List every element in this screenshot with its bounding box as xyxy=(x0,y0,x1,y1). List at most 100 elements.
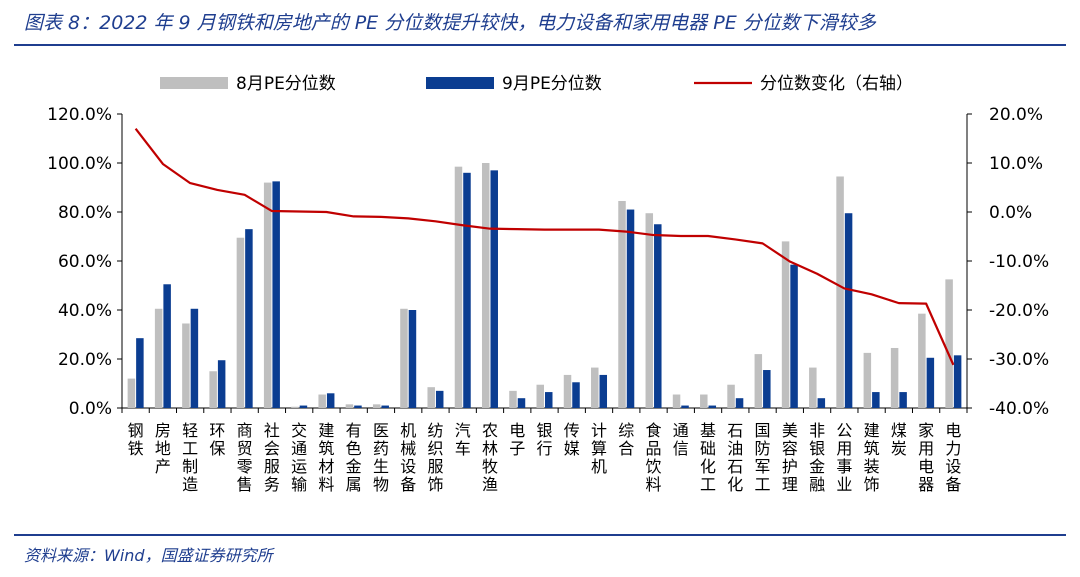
right-tick-label: 0.0% xyxy=(989,203,1032,223)
category-label: 通信 xyxy=(673,421,689,458)
bar-sep xyxy=(517,398,526,408)
bar-aug xyxy=(809,367,817,408)
chart-title: 图表 8：2022 年 9 月钢铁和房地产的 PE 分位数提升较快，电力设备和家… xyxy=(24,12,876,34)
bar-aug xyxy=(890,347,899,408)
right-tick-label: -40.0% xyxy=(989,399,1049,419)
category-label: 基础化工 xyxy=(700,421,716,494)
category-label: 医药生物 xyxy=(373,421,389,494)
category-label: 轻工制造 xyxy=(182,421,198,494)
bar-sep xyxy=(654,224,662,408)
right-tick-label: -30.0% xyxy=(989,350,1049,370)
bar-aug xyxy=(863,352,872,408)
left-tick-label: 40.0% xyxy=(58,301,112,321)
category-label: 汽车 xyxy=(455,421,471,458)
bar-aug xyxy=(536,384,544,408)
bar-aug xyxy=(781,241,790,408)
category-label: 农林牧渔 xyxy=(482,421,498,494)
left-tick-label: 0.0% xyxy=(69,399,112,419)
left-tick-label: 60.0% xyxy=(58,252,112,272)
legend-swatch-aug xyxy=(160,77,228,89)
right-tick-label: 20.0% xyxy=(989,105,1043,125)
footer-divider xyxy=(14,534,1066,536)
legend-swatch-sep xyxy=(426,77,494,89)
category-label: 银行 xyxy=(536,421,552,458)
bar-aug xyxy=(700,394,708,408)
bar-sep xyxy=(381,405,389,408)
bar-sep xyxy=(463,172,471,408)
bar-sep xyxy=(708,405,717,408)
bar-sep xyxy=(817,398,826,408)
category-label: 家用电器 xyxy=(918,421,934,494)
bar-aug xyxy=(400,308,408,408)
title-divider xyxy=(14,44,1066,46)
bar-sep xyxy=(408,310,417,408)
bar-aug xyxy=(945,279,953,408)
change-line xyxy=(134,128,955,366)
category-label: 建筑装饰 xyxy=(864,421,880,494)
bar-aug xyxy=(481,163,490,408)
category-label: 煤炭 xyxy=(891,421,907,458)
bar-aug xyxy=(754,354,763,408)
category-label: 国防军工 xyxy=(755,421,771,494)
bar-sep xyxy=(599,374,608,408)
bar-sep xyxy=(326,393,335,408)
bar-aug xyxy=(236,237,245,408)
bar-sep xyxy=(136,338,144,408)
bar-sep xyxy=(763,370,771,408)
bar-sep xyxy=(545,392,553,408)
left-tick-label: 20.0% xyxy=(58,350,112,370)
bar-sep xyxy=(872,392,880,408)
bar-aug xyxy=(372,404,381,408)
bar-aug xyxy=(209,371,217,408)
category-label: 计算机 xyxy=(591,421,607,476)
category-label: 非银金融 xyxy=(809,421,825,494)
bar-sep xyxy=(217,360,226,408)
left-tick-label: 100.0% xyxy=(47,154,112,174)
category-label: 石油石化 xyxy=(727,421,743,494)
category-label: 美容护理 xyxy=(782,421,798,494)
combo-chart: 0.0% 20.0% 40.0% 60.0% 80.0% 100.0% 120.0% -40.… xyxy=(47,74,1049,494)
bar-sep xyxy=(299,405,308,408)
category-label: 社会服务 xyxy=(264,421,280,494)
bar-sep xyxy=(681,405,689,408)
bar-aug xyxy=(645,213,654,408)
bar-sep xyxy=(490,170,498,408)
bar-aug xyxy=(918,313,926,408)
bar-sep xyxy=(790,264,798,408)
category-label: 食品饮料 xyxy=(646,421,662,494)
bar-sep xyxy=(735,398,744,408)
source-note: 资料来源：Wind，国盛证券研究所 xyxy=(24,546,273,565)
bar-aug xyxy=(618,200,626,408)
bar-aug xyxy=(182,323,190,408)
category-label: 有色金属 xyxy=(346,421,362,494)
bar-sep xyxy=(572,382,580,408)
bar-sep xyxy=(899,392,907,408)
category-label: 公用事业 xyxy=(836,421,852,494)
bar-sep xyxy=(272,181,280,408)
category-label: 传媒 xyxy=(564,421,580,458)
right-tick-label: -20.0% xyxy=(989,301,1049,321)
legend-label-aug: 8月PE分位数 xyxy=(236,74,336,94)
category-label: 商贸零售 xyxy=(237,421,253,494)
category-label: 房地产 xyxy=(155,421,171,476)
bar-aug xyxy=(291,406,299,408)
category-label: 电力设备 xyxy=(945,421,961,494)
bar-sep xyxy=(245,229,253,408)
bar-sep xyxy=(926,357,935,408)
right-tick-label: -10.0% xyxy=(989,252,1049,272)
category-label: 交通运输 xyxy=(291,421,307,494)
left-tick-label: 80.0% xyxy=(58,203,112,223)
bar-sep xyxy=(844,213,853,408)
category-label: 机械设备 xyxy=(400,421,416,494)
left-tick-label: 120.0% xyxy=(47,105,112,125)
category-label: 电子 xyxy=(509,421,525,458)
bar-aug xyxy=(318,394,326,408)
bar-aug xyxy=(127,378,136,408)
category-label: 环保 xyxy=(209,421,225,458)
bar-sep xyxy=(163,284,171,408)
bar-sep xyxy=(953,355,962,408)
bar-aug xyxy=(672,394,681,408)
bar-sep xyxy=(435,390,444,408)
bar-aug xyxy=(154,308,163,408)
category-label: 纺织服饰 xyxy=(427,421,443,494)
